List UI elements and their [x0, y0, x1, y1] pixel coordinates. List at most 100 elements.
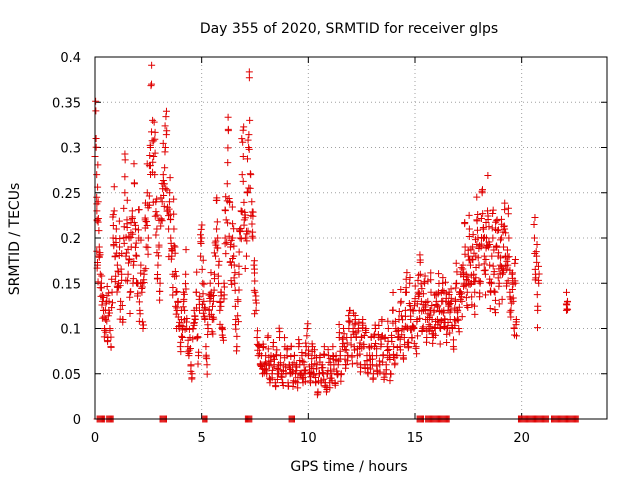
data-point: [282, 363, 290, 371]
data-point: [134, 292, 142, 300]
data-point: [93, 207, 101, 215]
data-point: [102, 328, 110, 336]
data-point: [109, 221, 117, 229]
data-point: [340, 330, 348, 338]
data-point: [480, 260, 488, 268]
data-point: [93, 193, 101, 201]
data-point: [277, 352, 285, 360]
data-point: [316, 369, 324, 377]
data-point: [237, 235, 245, 243]
data-point: [306, 369, 314, 377]
data-point: [214, 272, 222, 280]
data-point: [117, 265, 125, 273]
data-point: [282, 370, 290, 378]
data-point: [447, 285, 455, 293]
data-point: [198, 265, 206, 273]
data-point: [166, 215, 174, 223]
data-point: [355, 318, 363, 326]
data-point: [312, 374, 320, 382]
data-point: [293, 367, 301, 375]
data-point: [151, 212, 159, 220]
data-point: [149, 198, 157, 206]
data-point: [455, 328, 463, 336]
data-point: [224, 159, 232, 167]
y-tick-label: 0.35: [52, 96, 81, 111]
data-point: [492, 218, 500, 226]
data-point: [134, 226, 142, 234]
data-point: [267, 357, 275, 365]
data-point: [189, 335, 197, 343]
plot-frame: [94, 56, 608, 420]
data-point: [224, 127, 232, 135]
data-point: [240, 123, 248, 131]
data-point: [364, 368, 372, 376]
data-point: [213, 196, 221, 204]
data-point: [107, 333, 115, 341]
data-point: [213, 218, 221, 226]
data-point: [413, 350, 421, 358]
data-point: [348, 360, 356, 368]
data-point: [399, 354, 407, 362]
data-point: [374, 330, 382, 338]
data-point: [145, 201, 153, 209]
data-point: [387, 370, 395, 378]
data-point: [468, 293, 476, 301]
data-point: [229, 254, 237, 262]
data-point: [443, 330, 451, 338]
data-point: [200, 280, 208, 288]
data-point: [98, 301, 106, 309]
data-point: [325, 358, 333, 366]
data-point: [486, 305, 494, 313]
data-point: [233, 332, 241, 340]
data-point: [215, 280, 223, 288]
data-point: [373, 345, 381, 353]
data-point: [362, 329, 370, 337]
data-point: [187, 367, 195, 375]
data-point: [137, 236, 145, 244]
data-point: [324, 346, 332, 354]
data-point: [344, 357, 352, 365]
x-tick-label: 20: [513, 431, 530, 446]
data-point: [160, 180, 168, 188]
data-point: [252, 306, 260, 314]
data-point: [477, 240, 485, 248]
data-point: [413, 300, 421, 308]
data-point: [473, 226, 481, 234]
data-point: [180, 290, 188, 298]
data-point: [264, 345, 272, 353]
data-point: [480, 267, 488, 275]
data-point: [163, 186, 171, 194]
data-point: [502, 229, 510, 237]
data-point: [498, 295, 506, 303]
data-point: [112, 239, 120, 247]
data-point: [431, 331, 439, 339]
data-point: [464, 277, 472, 285]
data-point: [203, 370, 211, 378]
data-point: [452, 280, 460, 288]
data-point: [246, 184, 254, 192]
data-point: [105, 309, 113, 317]
data-point: [480, 225, 488, 233]
data-point: [329, 352, 337, 360]
x-tick-label: 15: [407, 431, 424, 446]
data-point: [170, 242, 178, 250]
data-point: [461, 243, 469, 251]
data-point: [287, 342, 295, 350]
data-point: [427, 269, 435, 277]
data-point: [473, 193, 481, 201]
data-point: [385, 346, 393, 354]
data-point: [465, 225, 473, 233]
data-point: [226, 198, 234, 206]
data-point: [108, 275, 116, 283]
data-point: [133, 252, 141, 260]
data-point: [251, 310, 259, 318]
data-point: [272, 351, 280, 359]
data-point: [465, 211, 473, 219]
data-point: [230, 242, 238, 250]
data-point: [109, 213, 117, 221]
data-point: [178, 334, 186, 342]
data-point: [277, 372, 285, 380]
data-point: [415, 292, 423, 300]
data-point: [235, 286, 243, 294]
data-point: [505, 253, 513, 261]
